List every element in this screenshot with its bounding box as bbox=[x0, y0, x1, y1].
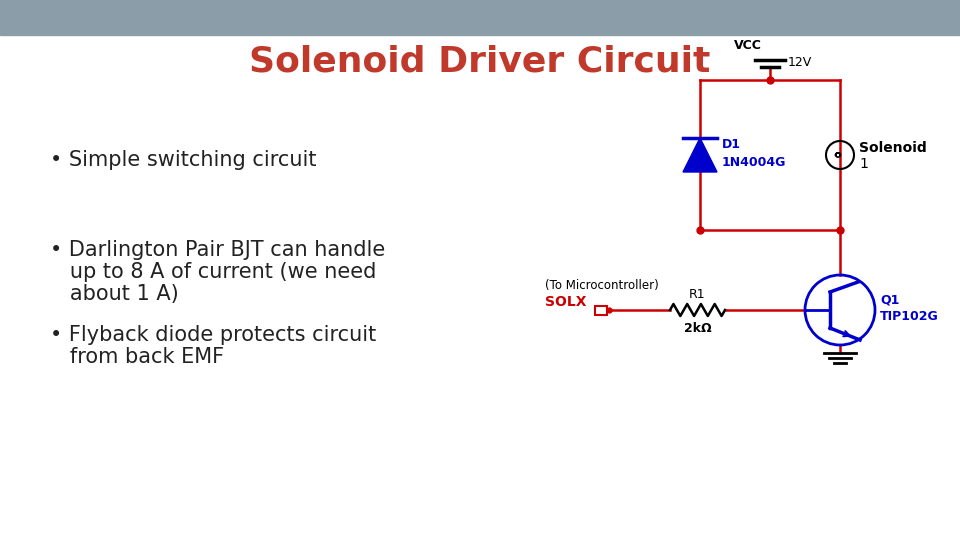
Text: from back EMF: from back EMF bbox=[50, 347, 224, 367]
Text: VCC: VCC bbox=[734, 39, 762, 52]
Text: TIP102G: TIP102G bbox=[880, 309, 939, 322]
Bar bbox=[595, 306, 607, 314]
Text: • Darlington Pair BJT can handle: • Darlington Pair BJT can handle bbox=[50, 240, 385, 260]
Text: about 1 A): about 1 A) bbox=[50, 284, 179, 304]
Bar bbox=[0, 0, 960, 35]
Text: up to 8 A of current (we need: up to 8 A of current (we need bbox=[50, 262, 376, 282]
Polygon shape bbox=[683, 138, 717, 172]
Text: D1: D1 bbox=[722, 138, 741, 152]
Text: Q1: Q1 bbox=[880, 294, 900, 307]
Text: 1: 1 bbox=[859, 157, 868, 171]
Text: (To Microcontroller): (To Microcontroller) bbox=[545, 280, 659, 293]
Text: 12V: 12V bbox=[788, 57, 812, 70]
Text: SOLX: SOLX bbox=[545, 295, 587, 309]
Text: Solenoid: Solenoid bbox=[859, 141, 926, 155]
Text: R1: R1 bbox=[689, 288, 706, 301]
Text: 1N4004G: 1N4004G bbox=[722, 156, 786, 168]
Text: Solenoid Driver Circuit: Solenoid Driver Circuit bbox=[250, 45, 710, 79]
Text: • Flyback diode protects circuit: • Flyback diode protects circuit bbox=[50, 325, 376, 345]
Text: • Simple switching circuit: • Simple switching circuit bbox=[50, 150, 317, 170]
Text: 2kΩ: 2kΩ bbox=[684, 321, 711, 334]
